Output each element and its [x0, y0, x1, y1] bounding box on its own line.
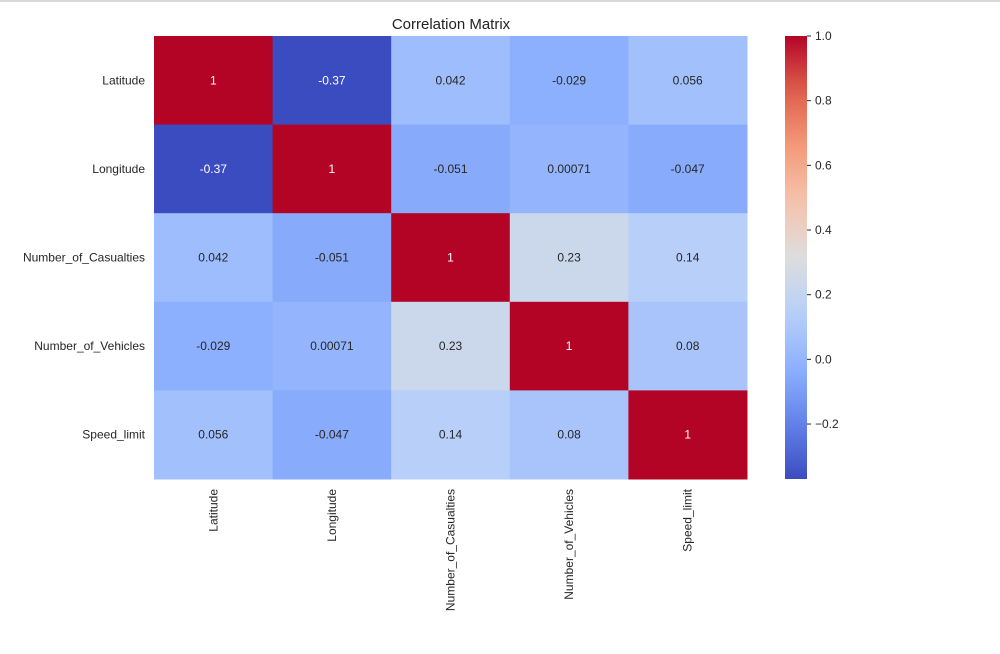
cell-annotation: 0.056: [673, 73, 703, 87]
cell-annotation: -0.37: [318, 73, 346, 87]
cell-annotation: -0.047: [315, 428, 349, 442]
heatmap-cell: [509, 390, 629, 480]
x-tick-label: Longitude: [325, 489, 339, 542]
x-tick-label: Speed_limit: [681, 488, 695, 551]
colorbar-tick-label: 0.0: [815, 352, 832, 366]
colorbar-tick-label: −0.2: [815, 417, 839, 431]
y-tick-label: Number_of_Casualties: [23, 251, 145, 265]
heatmap-cell: [272, 36, 392, 126]
cell-annotation: 0.042: [435, 73, 465, 87]
heatmap-cell: [509, 36, 629, 126]
cell-annotation: 0.14: [439, 428, 463, 442]
heatmap-cell: [154, 301, 274, 391]
cell-annotation: 0.00071: [310, 339, 354, 353]
heatmap-cell: [154, 213, 274, 303]
colorbar-tick-label: 0.6: [815, 158, 832, 172]
cell-annotation: 0.23: [439, 339, 463, 353]
colorbar-tick-label: 0.2: [815, 288, 832, 302]
cell-annotation: 0.056: [198, 428, 228, 442]
cell-annotation: -0.029: [196, 339, 230, 353]
heatmap-cell: [391, 301, 511, 391]
heatmap-cell: [272, 390, 392, 480]
heatmap-cell: [391, 36, 511, 126]
chart-title: Correlation Matrix: [392, 16, 511, 33]
colorbar-tick-label: 0.4: [815, 223, 832, 237]
cell-annotation: 1: [684, 428, 691, 442]
cell-annotation: 1: [210, 73, 217, 87]
cell-annotation: 1: [447, 251, 454, 265]
heatmap-cell: [391, 124, 511, 214]
heatmap-cell: [272, 124, 392, 214]
y-tick-label: Speed_limit: [82, 428, 145, 442]
heatmap-cell: [628, 301, 748, 391]
cell-annotation: -0.051: [315, 251, 349, 265]
heatmap-cell: [628, 124, 748, 214]
heatmap-cell: [154, 390, 274, 480]
heatmap-cell: [272, 301, 392, 391]
heatmap-cell: [391, 390, 511, 480]
cell-annotation: 1: [566, 339, 573, 353]
cell-annotation: -0.051: [433, 162, 467, 176]
cell-annotation: 0.08: [676, 339, 700, 353]
cell-annotation: 0.23: [557, 251, 581, 265]
x-tick-label: Number_of_Vehicles: [562, 489, 576, 600]
heatmap-cell: [154, 36, 274, 126]
heatmap-cell: [628, 390, 748, 480]
y-tick-label: Longitude: [92, 162, 145, 176]
cell-annotation: -0.047: [671, 162, 705, 176]
heatmap-cell: [391, 213, 511, 303]
cell-annotation: -0.37: [200, 162, 228, 176]
colorbar-tick-label: 1.0: [815, 29, 832, 43]
heatmap-cell: [628, 36, 748, 126]
y-tick-label: Number_of_Vehicles: [34, 339, 145, 353]
cell-annotation: 0.042: [198, 251, 228, 265]
cell-annotation: 0.14: [676, 251, 700, 265]
heatmap-cell: [154, 124, 274, 214]
cell-annotation: 1: [329, 162, 336, 176]
heatmap-cell: [628, 213, 748, 303]
x-tick-label: Latitude: [206, 489, 220, 532]
cell-annotation: 0.08: [557, 428, 581, 442]
colorbar: [785, 36, 807, 479]
window-top-border: [0, 0, 1000, 2]
heatmap-cell: [509, 301, 629, 391]
heatmap-cell: [272, 213, 392, 303]
colorbar-tick-label: 0.8: [815, 94, 832, 108]
cell-annotation: 0.00071: [547, 162, 591, 176]
cell-annotation: -0.029: [552, 73, 586, 87]
y-tick-label: Latitude: [102, 73, 145, 87]
heatmap-cell: [509, 124, 629, 214]
x-tick-label: Number_of_Casualties: [444, 489, 458, 611]
heatmap-cell: [509, 213, 629, 303]
